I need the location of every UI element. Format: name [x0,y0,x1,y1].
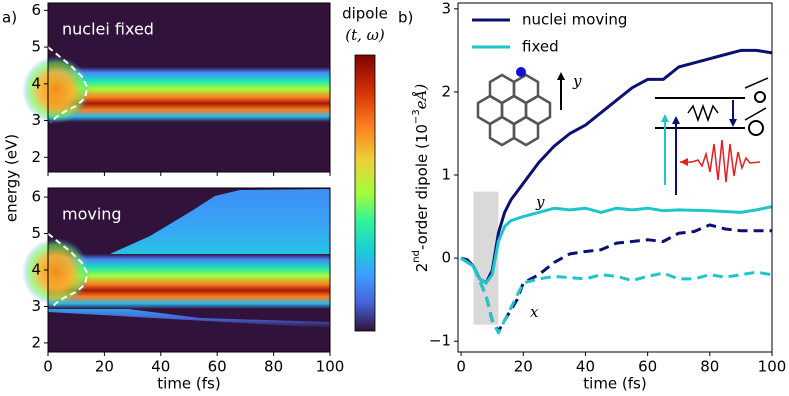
plot-frame [457,2,773,353]
heatmap-image [22,3,330,172]
y-tick-label: 5 [31,224,41,242]
annotation: y [535,193,545,211]
y-tick-label: 2 [31,333,41,351]
x-axis-label: time (fs) [583,375,646,393]
y-tick-label: 3 [441,0,451,17]
x-tick-label: 20 [95,358,114,376]
y-tick-label: 0 [441,249,451,267]
panel-label: b) [398,9,413,27]
y-tick-label: 1 [441,166,451,184]
x-tick-label: 0 [456,358,466,376]
colorbar-label: (t, ω) [345,26,385,44]
y-tick-label: 3 [31,297,41,315]
axis-arrow-head [557,72,565,80]
heatmap-image [22,188,330,352]
data-line [460,48,773,285]
x-tick-label: 40 [576,358,595,376]
x-tick-label: 20 [514,358,533,376]
legend-label: fixed [522,38,559,56]
annotation: x [530,303,539,321]
plot-frame [47,187,331,353]
y-tick-label: 2 [441,82,451,100]
data-line [47,46,89,124]
y-tick-label: −1 [429,332,451,350]
molecule-inset [476,67,552,147]
y-tick-label: 2 [31,148,41,166]
x-tick-label: 80 [700,358,719,376]
y-axis-label: energy (eV) [3,134,21,222]
heatmap-title: moving [62,205,122,224]
x-tick-label: 60 [208,358,227,376]
level-diagram [655,77,769,195]
x-tick-label: 100 [758,358,787,376]
colorbar-label: dipole [342,5,388,23]
y-tick-label: 6 [31,1,41,19]
y-axis-label: 2nd-order dipole (10−3eÅ) [411,84,431,273]
x-axis-label: time (fs) [157,375,220,393]
y-tick-label: 4 [31,74,41,92]
y-tick-label: 4 [31,261,41,279]
data-line [460,256,773,335]
data-line [47,232,89,310]
inset-label: y [572,72,582,90]
x-tick-label: 80 [264,358,283,376]
plot-frame [47,2,331,173]
x-tick-label: 0 [43,358,53,376]
y-tick-label: 5 [31,38,41,56]
y-tick-label: 6 [31,188,41,206]
data-line [460,223,772,333]
y-tick-label: 3 [31,111,41,129]
x-tick-label: 100 [316,358,345,376]
heatmap-title: nuclei fixed [62,20,154,39]
legend-label: nuclei moving [522,11,627,29]
colorbar [354,54,376,332]
data-line [460,205,773,285]
x-tick-label: 60 [638,358,657,376]
panel-label: a) [2,9,17,27]
x-tick-label: 40 [151,358,170,376]
